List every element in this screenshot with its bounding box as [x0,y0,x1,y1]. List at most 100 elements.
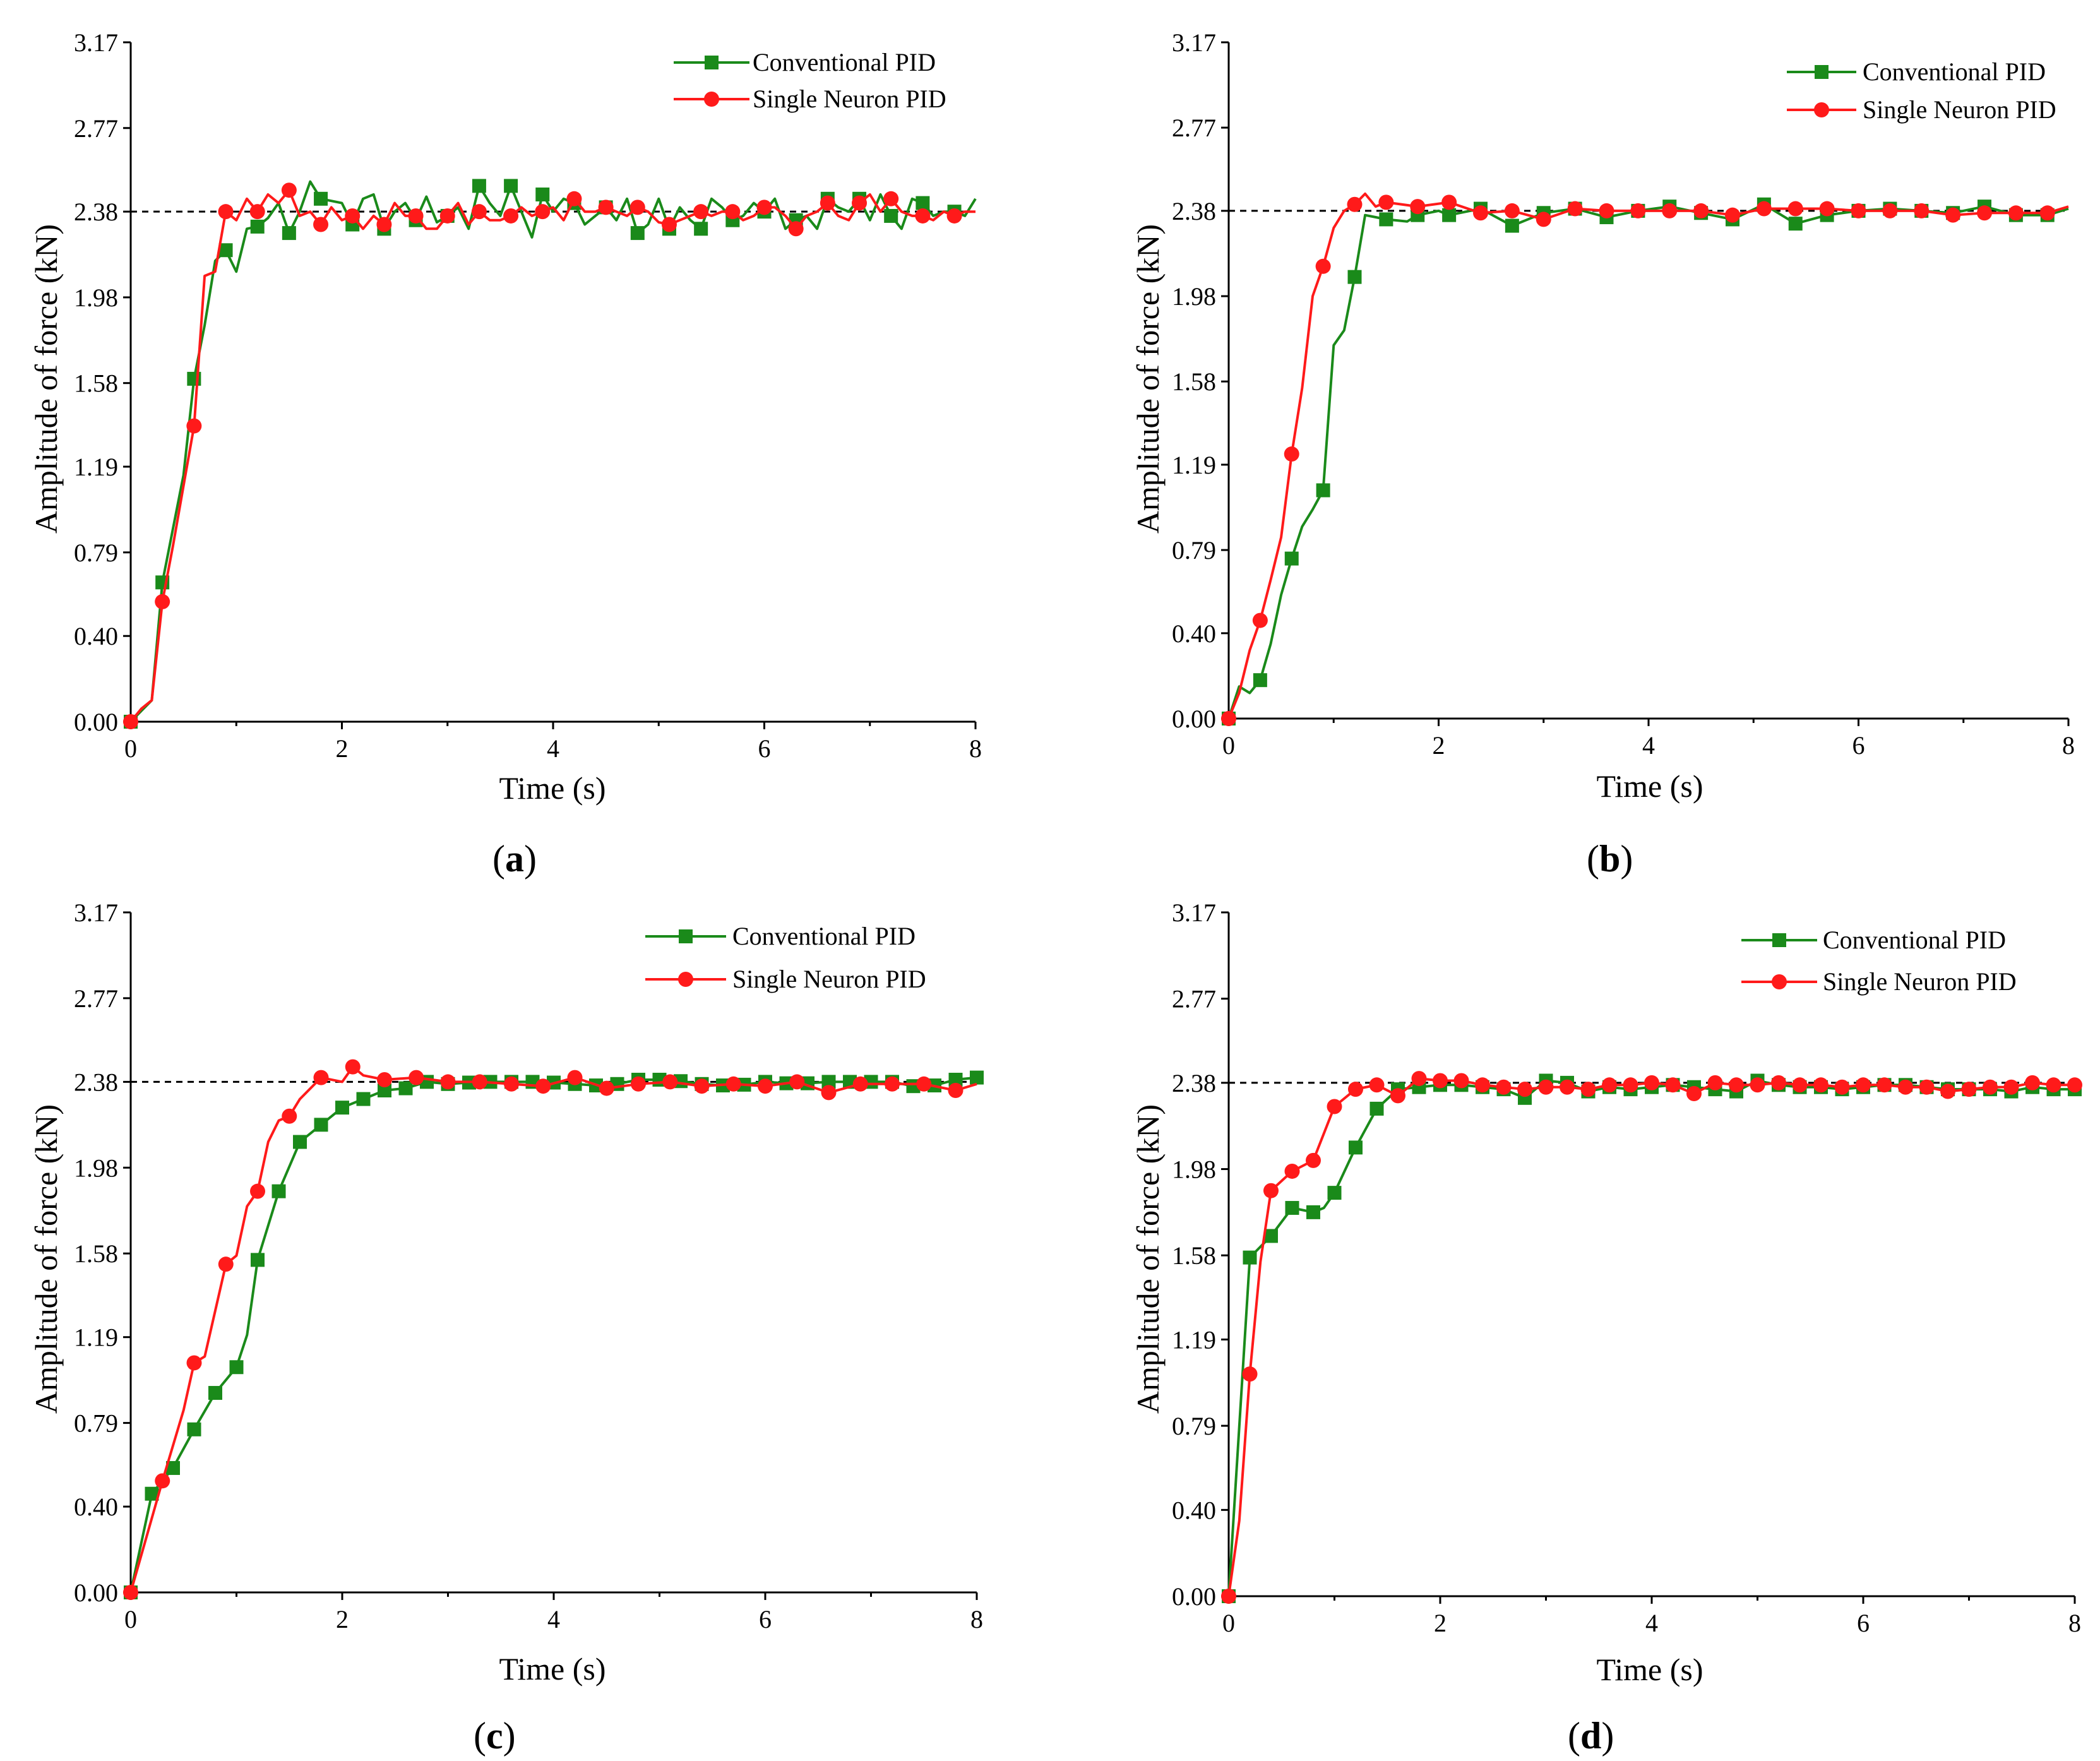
x-tick-label-c: 4 [547,1605,560,1633]
y-tick-label-a: 0.79 [74,539,118,567]
chart-panel-a: 0.00 0.40 0.79 1.19 1.58 1.98 2.38 2.77 3.17 0 2 4 6… [0,0,1050,880]
y-axis-title-c: Amplitude of force (kN) [28,1104,64,1414]
series-line-conventional-a [129,180,977,723]
y-axis-title-b: Amplitude of force (kN) [1130,224,1166,534]
y-tick-label-c: 3.17 [74,898,118,927]
marker-single-neuron-b [1662,203,1678,218]
marker-single-neuron-c [282,1108,297,1124]
marker-single-neuron-d [1242,1366,1258,1382]
marker-single-neuron-d [1221,1589,1236,1604]
marker-single-neuron-d [1644,1075,1659,1090]
legend-d: Conventional PID Single Neuron PID [1823,926,2017,996]
x-tick-label-c: 0 [124,1605,137,1633]
legend-label-single-neuron-a: Single Neuron PID [753,85,946,113]
y-axis-title-d: Amplitude of force (kN) [1130,1104,1166,1414]
legend-marker-conventional-d [1772,933,1786,947]
marker-conventional-c [187,1422,201,1436]
marker-single-neuron-d [1729,1077,1744,1093]
marker-single-neuron-d [1327,1099,1342,1114]
marker-single-neuron-a [313,217,329,232]
marker-single-neuron-b [1567,201,1583,217]
y-tick-label-b: 2.38 [1172,197,1216,225]
marker-conventional-b [1379,212,1393,227]
marker-single-neuron-d [1750,1077,1765,1093]
y-tick-label-b: 1.19 [1172,451,1216,479]
marker-conventional-a [282,226,296,241]
marker-single-neuron-a [471,204,487,220]
legend-label-conventional-a: Conventional PID [753,48,936,76]
marker-single-neuron-b [1977,205,1992,221]
marker-single-neuron-d [1496,1079,1512,1095]
marker-conventional-a [250,219,265,234]
marker-conventional-d [1285,1201,1299,1215]
legend-b: Conventional PID Single Neuron PID [1863,57,2056,124]
legend-marker-single-neuron-c [678,972,693,987]
x-axis-title-d: Time (s) [1596,1652,1703,1687]
x-tick-label-c: 6 [759,1605,772,1633]
x-tick-label-d: 0 [1222,1609,1235,1637]
marker-single-neuron-a [756,200,772,215]
x-tick-label-a: 0 [124,734,137,763]
marker-single-neuron-b [1284,446,1299,462]
marker-single-neuron-b [1378,194,1394,210]
plot-area-c: 0.00 0.40 0.79 1.19 1.58 1.98 2.38 2.77 3.17 0 2 4 6… [74,898,984,1633]
marker-single-neuron-d [1560,1079,1575,1095]
marker-single-neuron-c [631,1076,646,1092]
marker-single-neuron-a [249,204,265,220]
marker-single-neuron-d [1538,1079,1554,1095]
marker-conventional-c [948,1073,963,1087]
marker-single-neuron-a [123,714,138,729]
chart-panel-b: 0.00 0.40 0.79 1.19 1.58 1.98 2.38 2.77 3.17 0 2 4 6… [1050,0,2100,880]
chart-svg-a: 0.00 0.40 0.79 1.19 1.58 1.98 2.38 2.77 3.17 0 2 4 6… [28,28,982,880]
marker-conventional-c [314,1118,328,1132]
marker-single-neuron-a [186,418,202,434]
plot-area-a: 0.00 0.40 0.79 1.19 1.58 1.98 2.38 2.77 3.17 0 2 4 6… [74,28,982,763]
y-tick-label-d: 1.19 [1172,1325,1216,1354]
marker-conventional-c [335,1101,349,1115]
marker-single-neuron-b [1756,201,1772,217]
marker-single-neuron-c [948,1082,963,1098]
marker-conventional-d [1264,1229,1278,1243]
marker-single-neuron-b [1252,612,1268,628]
marker-single-neuron-a [693,204,709,220]
marker-single-neuron-c [123,1585,138,1600]
marker-single-neuron-d [1961,1082,1977,1097]
marker-single-neuron-c [821,1085,837,1101]
y-axis-title-a: Amplitude of force (kN) [28,224,64,534]
marker-single-neuron-c [567,1070,583,1085]
y-tick-label-b: 3.17 [1172,28,1216,57]
marker-conventional-b [1442,208,1457,222]
legend-a: Conventional PID Single Neuron PID [753,48,946,113]
marker-single-neuron-c [186,1355,202,1371]
y-tick-label-d: 1.58 [1172,1241,1216,1270]
marker-single-neuron-d [1369,1077,1385,1093]
marker-single-neuron-c [250,1183,265,1199]
y-tick-label-d: 2.38 [1172,1069,1216,1097]
marker-single-neuron-d [1813,1077,1829,1093]
y-tick-label-a: 1.98 [74,284,118,312]
marker-single-neuron-d [2046,1077,2061,1093]
marker-conventional-c [378,1083,391,1097]
marker-single-neuron-a [629,200,645,215]
y-tick-label-c: 1.19 [74,1323,118,1352]
marker-single-neuron-b [1504,203,1520,218]
marker-single-neuron-a [408,208,424,224]
x-tick-label-d: 6 [1857,1609,1870,1637]
marker-single-neuron-a [345,208,361,224]
x-tick-label-d: 2 [1434,1609,1447,1637]
marker-conventional-c [229,1360,244,1375]
marker-single-neuron-b [1693,203,1709,218]
x-tick-label-a: 6 [758,734,771,763]
x-axis-title-a: Time (s) [499,770,606,806]
chart-svg-d: 0.00 0.40 0.79 1.19 1.58 1.98 2.38 2.77 3.17 0 2 4 6… [1130,898,2082,1757]
marker-single-neuron-d [2025,1075,2040,1090]
marker-conventional-c [821,1075,836,1089]
panel-label-a: (a) [492,838,537,880]
x-tick-label-b: 6 [1852,731,1865,760]
marker-conventional-c [251,1253,265,1267]
marker-single-neuron-c [694,1078,710,1094]
y-tick-label-b: 0.79 [1172,536,1216,564]
x-tick-label-a: 4 [547,734,559,763]
marker-conventional-d [1349,1140,1363,1155]
y-tick-label-a: 2.77 [74,114,118,143]
